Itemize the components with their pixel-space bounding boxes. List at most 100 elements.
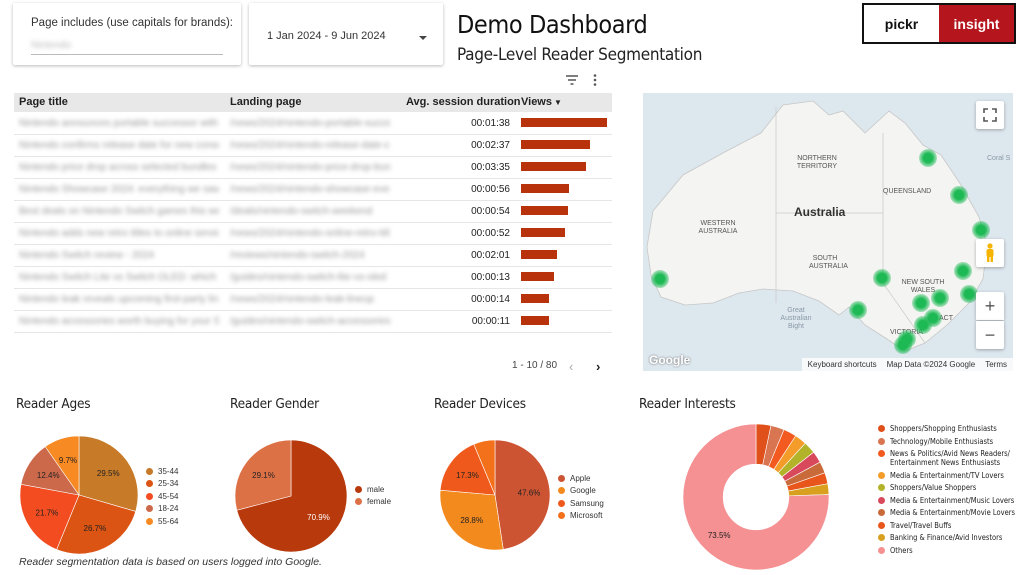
legend-item[interactable]: Technology/Mobile Enthusiasts	[878, 437, 1024, 446]
pie-slice[interactable]	[56, 494, 137, 554]
legend-swatch	[878, 521, 885, 529]
legend-item[interactable]: Apple	[558, 472, 604, 485]
map-dot[interactable]	[954, 262, 972, 280]
table-row[interactable]: Nintendo announces portable successor wi…	[14, 112, 612, 135]
pie-slice[interactable]	[440, 443, 496, 496]
legend-item[interactable]: Banking & Finance/Avid Investors	[878, 533, 1024, 542]
map-dot[interactable]	[931, 289, 949, 307]
legend-item[interactable]: Travel/Travel Buffs	[878, 521, 1024, 530]
legend-item[interactable]: male	[355, 483, 391, 496]
map-dot[interactable]	[972, 221, 990, 239]
legend-item[interactable]: Google	[558, 485, 604, 498]
filter-icon[interactable]	[565, 73, 579, 87]
pagination-range: 1 - 10 / 80	[512, 360, 558, 371]
filter-underline	[31, 54, 223, 55]
legend-item[interactable]: 25-34	[146, 478, 178, 491]
chevron-down-icon[interactable]	[419, 36, 427, 40]
table-row[interactable]: Best deals on Nintendo Switch games this…	[14, 200, 612, 223]
table-row[interactable]: Nintendo Switch review - 2024/reviews/ni…	[14, 244, 612, 267]
table-row[interactable]: Nintendo accessories worth buying for yo…	[14, 310, 612, 333]
legend-label: male	[367, 484, 385, 494]
map-dot[interactable]	[950, 186, 968, 204]
map-dot[interactable]	[894, 336, 912, 354]
row-landing-page: /guides/nintendo-switch-accessories	[230, 316, 390, 327]
interests-donut-chart: 73.5%	[683, 424, 829, 570]
row-page-title: Nintendo announces portable successor wi…	[19, 118, 219, 129]
table-row[interactable]: Nintendo confirms release date for new c…	[14, 134, 612, 157]
pie-data-label: 9.7%	[59, 456, 77, 465]
row-views-bar	[521, 316, 549, 325]
map-dot[interactable]	[651, 270, 669, 288]
legend-item[interactable]: Others	[878, 546, 1024, 555]
pie-slice[interactable]	[235, 440, 292, 511]
map-dot[interactable]	[960, 285, 978, 303]
filter-input[interactable]: Nintendo	[31, 40, 72, 51]
prev-page-icon[interactable]: ‹	[569, 359, 574, 374]
legend-item[interactable]: 45-54	[146, 490, 178, 503]
legend-item[interactable]: 18-24	[146, 503, 178, 516]
map-dot[interactable]	[849, 301, 867, 319]
pie-slice[interactable]	[683, 424, 829, 570]
col-views[interactable]: Views	[521, 96, 552, 108]
legend-label: Technology/Mobile Enthusiasts	[890, 436, 994, 446]
legend-label: Travel/Travel Buffs	[890, 520, 952, 530]
row-page-title: Nintendo accessories worth buying for yo…	[19, 316, 219, 327]
gender-title: Reader Gender	[230, 396, 319, 412]
legend-item[interactable]: female	[355, 496, 391, 509]
col-landing-page[interactable]: Landing page	[230, 96, 302, 108]
pie-slice[interactable]	[78, 436, 138, 512]
pie-slice[interactable]	[473, 440, 496, 496]
pie-slice[interactable]	[494, 440, 550, 550]
interests-legend: Shoppers/Shopping Enthusiasts Technology/…	[878, 424, 1024, 558]
legend-item[interactable]: 35-44	[146, 465, 178, 478]
filter-card[interactable]: Page includes (use capitals for brands):…	[13, 3, 241, 65]
pie-slice[interactable]	[20, 483, 80, 550]
map-dot[interactable]	[873, 269, 891, 287]
legend-item[interactable]: Microsoft	[558, 510, 604, 523]
legend-swatch	[878, 509, 885, 516]
date-range-picker[interactable]: 1 Jan 2024 - 9 Jun 2024	[249, 3, 443, 65]
table-row[interactable]: Nintendo adds new retro titles to online…	[14, 222, 612, 245]
col-page-title[interactable]: Page title	[19, 96, 68, 108]
legend-swatch	[558, 512, 565, 520]
sort-desc-icon[interactable]: ▼	[554, 98, 562, 107]
map-keyboard-shortcuts[interactable]: Keyboard shortcuts	[807, 360, 877, 369]
pie-slice[interactable]	[236, 440, 347, 552]
table-row[interactable]: Nintendo leak reveals upcoming first-par…	[14, 288, 612, 311]
col-avg-session[interactable]: Avg. session duration	[406, 96, 521, 108]
legend-item[interactable]: Media & Entertainment/TV Lovers	[878, 471, 1024, 480]
legend-item[interactable]: Media & Entertainment/Movie Lovers	[878, 508, 1024, 517]
pie-slice[interactable]	[44, 436, 80, 496]
row-views-bar	[521, 118, 607, 127]
map-panel[interactable]: NORTHERN TERRITORY QUEENSLAND WESTERN AU…	[643, 93, 1013, 371]
row-landing-page: /news/2024/nintendo-showcase-everything	[230, 184, 390, 195]
map-terms-link[interactable]: Terms	[985, 360, 1007, 369]
row-page-title: Nintendo confirms release date for new c…	[19, 140, 219, 151]
legend-item[interactable]: Samsung	[558, 497, 604, 510]
legend-item[interactable]: Shoppers/Shopping Enthusiasts	[878, 424, 1024, 433]
table-row[interactable]: Nintendo price drop across selected bund…	[14, 156, 612, 179]
pie-slice[interactable]	[440, 489, 504, 550]
zoom-out-icon[interactable]: −	[976, 321, 1004, 349]
map-country-label: Australia	[794, 205, 846, 219]
legend-item[interactable]: News & Politics/Avid News Readers/ Enter…	[878, 449, 1024, 467]
next-page-icon[interactable]: ›	[596, 359, 601, 374]
legend-item[interactable]: Media & Entertainment/Music Lovers	[878, 496, 1024, 505]
map-dot[interactable]	[912, 294, 930, 312]
map-dot[interactable]	[914, 316, 932, 334]
more-vert-icon[interactable]	[588, 73, 602, 87]
row-landing-page: /news/2024/nintendo-release-date-confirm…	[230, 140, 390, 151]
legend-item[interactable]: Shoppers/Value Shoppers	[878, 483, 1024, 492]
zoom-in-icon[interactable]: +	[976, 292, 1004, 320]
google-logo: Google	[649, 353, 691, 367]
map-label-coral: Coral S	[987, 155, 1011, 162]
pegman-icon[interactable]	[976, 239, 1004, 267]
table-row[interactable]: Nintendo Switch Lite vs Switch OLED: whi…	[14, 266, 612, 289]
fullscreen-icon[interactable]	[976, 101, 1004, 129]
pie-data-label: 47.6%	[518, 488, 541, 497]
row-views-bar	[521, 184, 569, 193]
legend-item[interactable]: 55-64	[146, 515, 178, 528]
table-row[interactable]: Nintendo Showcase 2024: everything we sa…	[14, 178, 612, 201]
map-dot[interactable]	[919, 149, 937, 167]
gender-legend: male female	[355, 483, 391, 508]
